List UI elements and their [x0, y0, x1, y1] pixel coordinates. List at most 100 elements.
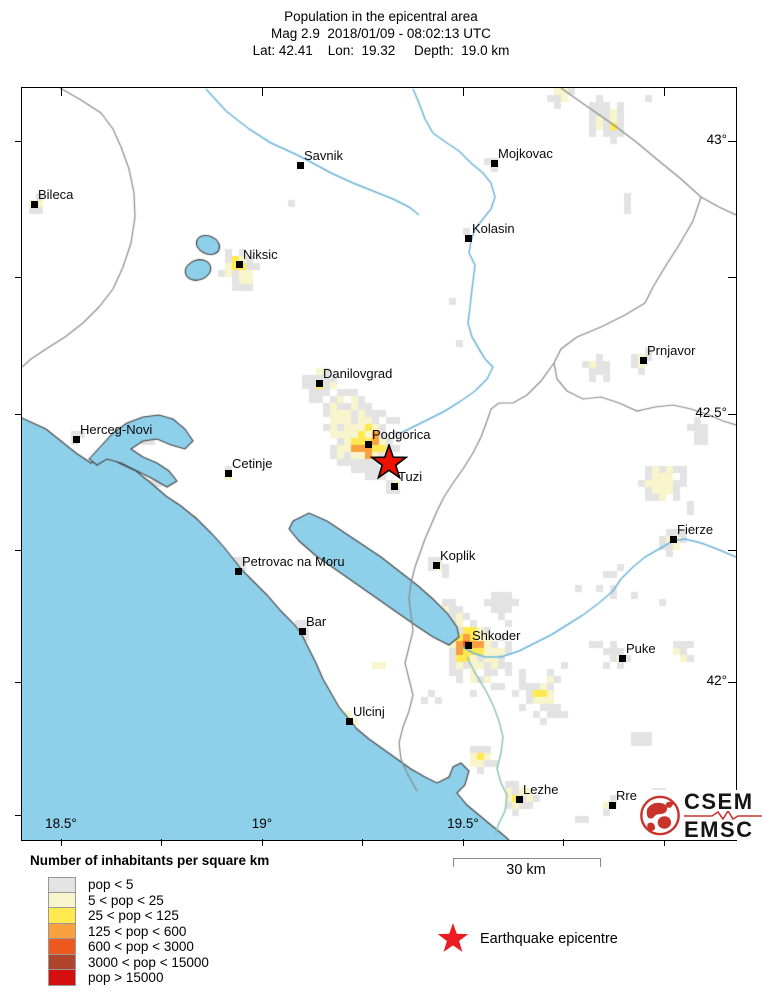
longitude-tick [563, 839, 564, 846]
epicentre-legend-label: Earthquake epicentre [480, 930, 618, 947]
city-marker [73, 436, 80, 443]
city-marker [465, 642, 472, 649]
city-label: Petrovac na Moru [242, 554, 345, 569]
city-marker [609, 802, 616, 809]
legend-label: 5 < pop < 25 [88, 892, 164, 908]
city-marker [235, 568, 242, 575]
city-label: Tuzi [398, 469, 423, 484]
longitude-label: 19° [251, 816, 273, 831]
city-label: Puke [626, 641, 656, 656]
latitude-tick [728, 682, 736, 683]
legend-row: 5 < pop < 25 [48, 892, 269, 908]
city-marker [619, 655, 626, 662]
legend-row: pop > 15000 [48, 970, 269, 986]
epicentre-star-icon [437, 923, 469, 952]
city-label: Bar [306, 614, 327, 629]
city-marker [297, 162, 304, 169]
city-label: Cetinje [232, 456, 273, 471]
city-marker [391, 483, 398, 490]
legend-swatch [48, 877, 76, 893]
latitude-label: 42° [706, 673, 727, 688]
city-marker [670, 536, 677, 543]
city-label: Mojkovac [498, 146, 553, 161]
scale-bar [453, 858, 601, 867]
city-label: Fierze [677, 522, 714, 537]
longitude-label: 19.5° [447, 816, 479, 831]
legend-title: Number of inhabitants per square km [30, 853, 270, 868]
legend-swatch [48, 939, 76, 955]
longitude-tick [262, 88, 263, 96]
longitude-tick [61, 88, 62, 96]
city-label: Lezhe [523, 782, 559, 797]
earthquake-epicentre-star [369, 442, 409, 486]
logo-text-emsc: EMSC [684, 816, 754, 842]
longitude-tick [664, 88, 665, 96]
event-coordinates-depth: Lat: 42.41 Lon: 19.32 Depth: 19.0 km [252, 43, 510, 58]
city-label: Savnik [304, 148, 344, 163]
city-marker [465, 235, 472, 242]
latitude-tick [15, 550, 22, 551]
seismogram-icon [684, 810, 762, 820]
city-marker [365, 441, 372, 448]
legend-label: 25 < pop < 125 [88, 908, 179, 923]
legend-label: 3000 < pop < 15000 [88, 954, 209, 970]
longitude-tick [61, 839, 62, 846]
population-raster-canvas [22, 88, 736, 840]
city-marker [316, 380, 323, 387]
latitude-tick [728, 277, 736, 278]
legend-row: 600 < pop < 3000 [48, 939, 269, 955]
city-label: Danilovgrad [323, 366, 393, 381]
event-magnitude-datetime: Mag 2.9 2018/01/09 - 08:02:13 UTC [271, 26, 491, 41]
city-label: Herceg-Novi [80, 422, 153, 437]
latitude-tick [15, 815, 22, 816]
city-label: Bileca [38, 187, 74, 202]
logo-text-csem: CSEM [684, 788, 754, 814]
epicentre-legend: Earthquake epicentre [436, 922, 618, 955]
longitude-tick [161, 839, 162, 846]
city-marker [236, 261, 243, 268]
title-block: Population in the epicentral area Mag 2.… [0, 8, 762, 59]
city-label: Niksic [243, 247, 278, 262]
latitude-tick [15, 682, 22, 683]
city-label: Shkoder [472, 628, 521, 643]
legend-row: 125 < pop < 600 [48, 923, 269, 939]
legend-swatch [48, 908, 76, 924]
city-marker [225, 470, 232, 477]
legend-row: 3000 < pop < 15000 [48, 954, 269, 970]
latitude-tick [15, 141, 22, 142]
scale-bar-label: 30 km [506, 862, 546, 878]
longitude-tick [463, 88, 464, 96]
page-title: Population in the epicentral area [284, 9, 478, 24]
latitude-tick [15, 277, 22, 278]
population-map: Bileca Savnik Mojkovac Niksic Kolasin Prnjavo… [15, 87, 737, 846]
city-marker [640, 357, 647, 364]
latitude-label: 42.5° [695, 405, 727, 420]
legend-label: pop < 5 [88, 877, 134, 892]
longitude-tick [262, 839, 263, 846]
city-marker [516, 796, 523, 803]
latitude-tick [728, 414, 736, 415]
city-marker [31, 201, 38, 208]
legend-label: 600 < pop < 3000 [88, 939, 194, 954]
city-label: Rres [616, 788, 644, 803]
longitude-tick [463, 839, 464, 846]
legend-label: pop > 15000 [88, 970, 164, 985]
longitude-label: 18.5° [45, 816, 77, 831]
city-marker [491, 160, 498, 167]
legend-swatch [48, 970, 76, 986]
city-label: Podgorica [372, 427, 431, 442]
legend-swatch [48, 954, 76, 970]
latitude-label: 43° [706, 132, 727, 147]
city-label: Koplik [440, 548, 476, 563]
latitude-tick [728, 550, 736, 551]
legend-row: pop < 5 [48, 877, 269, 893]
city-label: Ulcinj [353, 704, 385, 719]
legend-row: 25 < pop < 125 [48, 908, 269, 924]
city-label: Kolasin [472, 221, 515, 236]
longitude-tick [362, 839, 363, 846]
csem-emsc-logo: CSEM EMSC [637, 790, 762, 840]
legend-swatch [48, 892, 76, 908]
emsc-globe-icon [640, 795, 680, 835]
city-marker [299, 628, 306, 635]
